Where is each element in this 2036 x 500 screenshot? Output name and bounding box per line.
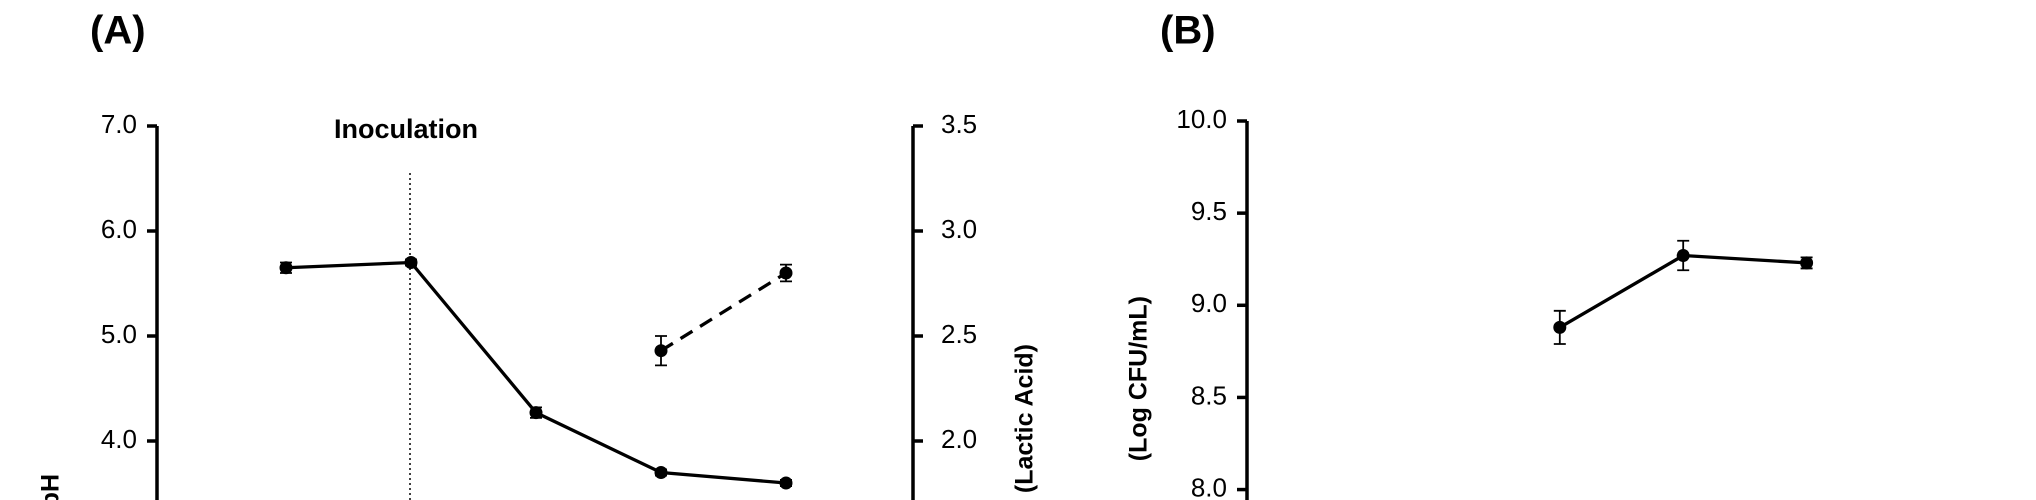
data-point (279, 261, 293, 275)
data-point (654, 344, 668, 358)
series-line (285, 260, 787, 485)
y-tick-label: 2.5 (941, 319, 977, 349)
y-tick-label: 2.0 (941, 424, 977, 454)
y-tick-label: 8.5 (1191, 380, 1227, 410)
series-line (660, 271, 787, 353)
y-tick-label: 5.0 (101, 319, 137, 349)
annotation: Inoculation (334, 114, 478, 144)
y-tick-label: 10.0 (1176, 104, 1227, 134)
y-tick-label: 8.0 (1191, 472, 1227, 500)
y-tick-label: 6.0 (101, 214, 137, 244)
y-tick-label: 3.0 (941, 214, 977, 244)
y-tick-label: 9.0 (1191, 288, 1227, 318)
data-point (404, 256, 418, 269)
data-point (779, 266, 793, 280)
data-point (1800, 256, 1814, 270)
y-tick-label: 7.0 (101, 109, 137, 139)
y-tick-label: 9.5 (1191, 196, 1227, 226)
y-axis-title: (Log CFU/mL) (1125, 296, 1153, 461)
y-tick-label: 4.0 (101, 424, 137, 454)
data-point (529, 406, 543, 420)
y2-axis-title: (Lactic Acid) (1011, 344, 1039, 493)
data-point (1676, 249, 1690, 263)
panel-label: (A) (90, 9, 146, 53)
y-tick-label: 3.5 (941, 109, 977, 139)
data-point (1553, 320, 1567, 334)
y-axis-title: pH (37, 474, 65, 500)
data-point (654, 466, 668, 479)
panel-label: (B) (1160, 9, 1216, 53)
data-point (779, 476, 793, 490)
